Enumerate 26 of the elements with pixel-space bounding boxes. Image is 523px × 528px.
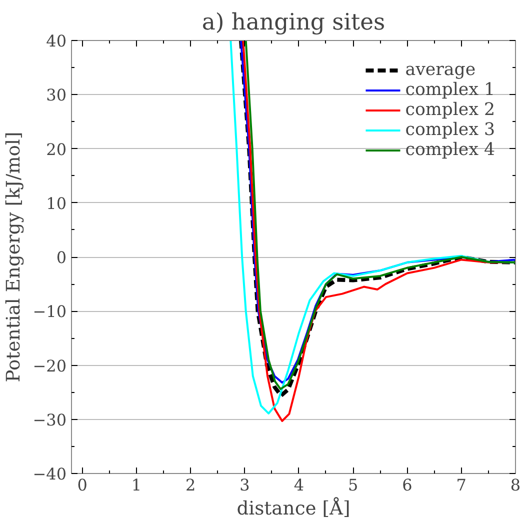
y-tick-label: 20: [46, 140, 66, 159]
y-tick-label: 40: [46, 32, 66, 50]
x-tick-label: 0: [77, 476, 88, 494]
x-tick-label: 5: [348, 476, 358, 494]
y-tick-label: −40: [32, 464, 66, 484]
y-tick-label: −10: [32, 302, 66, 322]
x-tick-label: 2: [186, 476, 196, 494]
y-tick-label: 10: [46, 194, 66, 213]
legend-label: complex 1: [405, 80, 495, 100]
legend-label: complex 4: [405, 140, 495, 160]
legend-label: average: [405, 60, 476, 80]
x-axis-title: distance [Å]: [236, 496, 350, 520]
x-tick-label: 7: [456, 476, 466, 494]
x-tick-label: 6: [402, 476, 412, 494]
y-axis-title: Potential Engergy [kJ/mol]: [4, 132, 25, 382]
x-tick-label: 3: [240, 476, 250, 494]
y-tick-label: 30: [46, 86, 66, 105]
legend-label: complex 3: [405, 120, 495, 140]
y-tick-label: −20: [32, 356, 66, 376]
y-tick-label: 0: [56, 248, 67, 267]
x-tick-label: 1: [131, 476, 142, 494]
legend-label: complex 2: [405, 100, 495, 120]
chart-title: a) hanging sites: [202, 10, 386, 36]
y-tick-label: −30: [32, 410, 66, 430]
x-tick-label: 4: [294, 476, 304, 494]
x-tick-label: 8: [510, 476, 521, 494]
